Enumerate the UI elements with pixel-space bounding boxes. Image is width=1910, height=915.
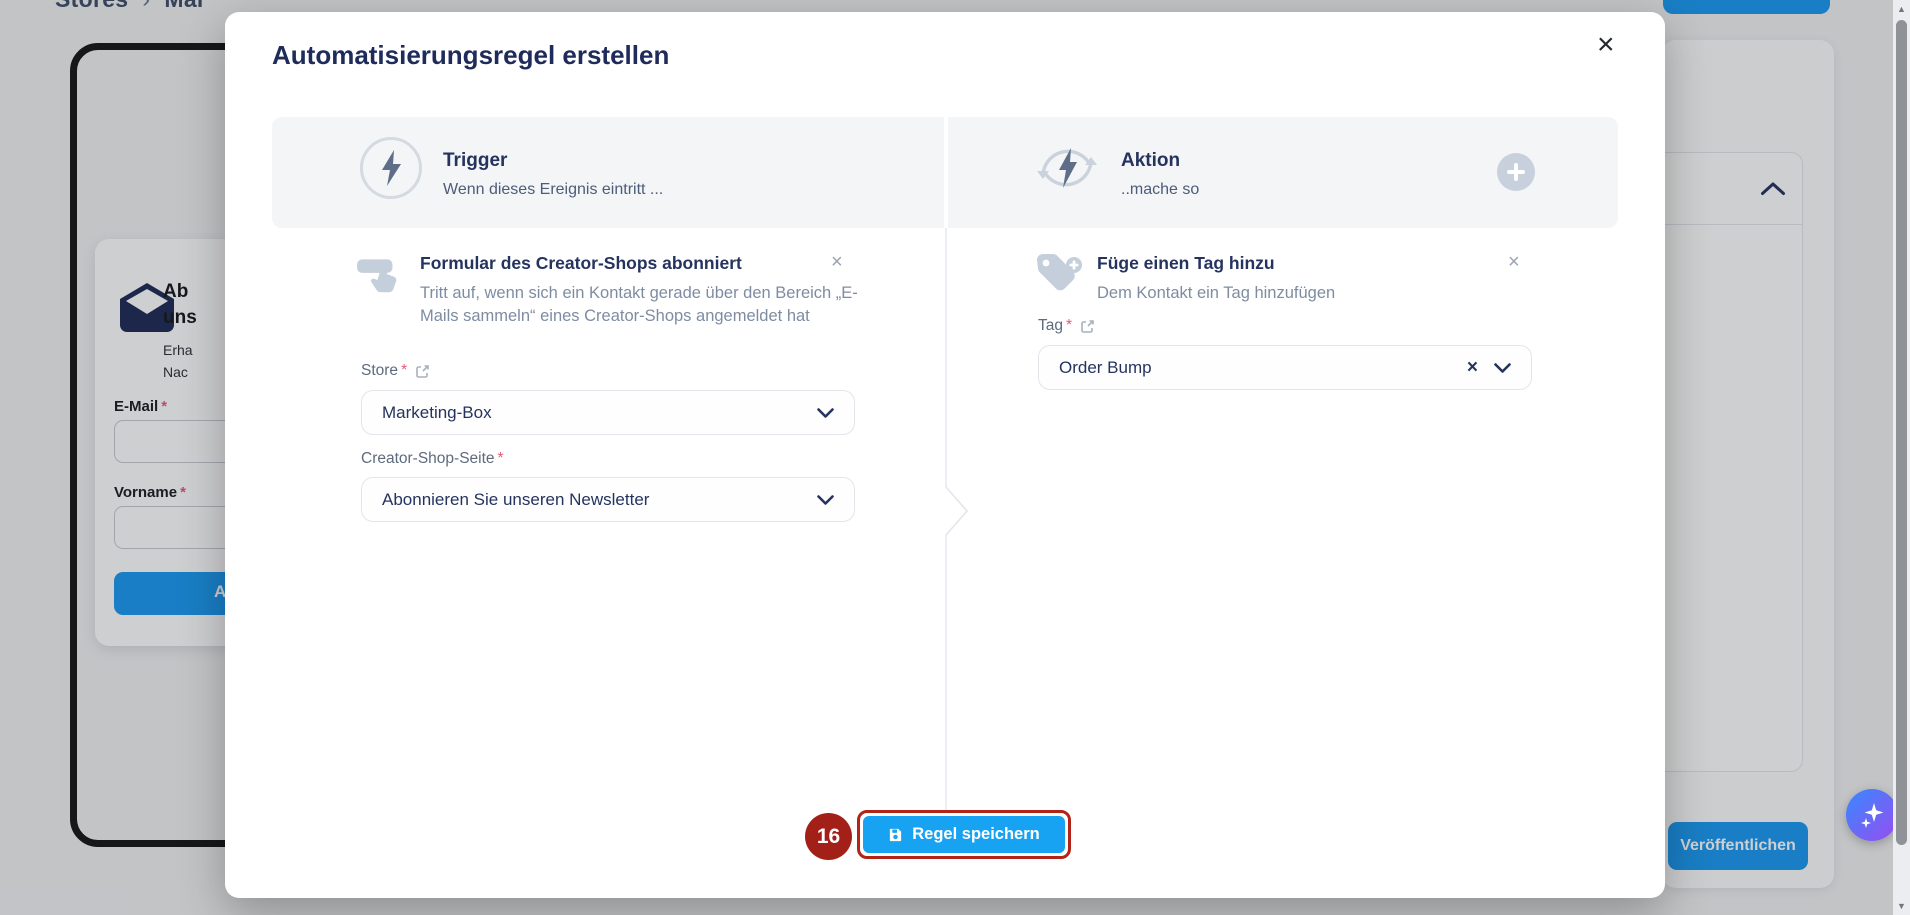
lightning-sync-icon	[1037, 148, 1097, 188]
tag-select-value: Order Bump	[1059, 357, 1152, 377]
creator-shop-page-label: Creator-Shop-Seite *	[361, 450, 504, 467]
create-automation-rule-dialog: Automatisierungsregel erstellen × Trigge…	[225, 12, 1665, 898]
newsletter-title: Ab uns	[163, 281, 197, 328]
sparkles-icon	[1861, 803, 1884, 828]
breadcrumb: Stores › Mar	[55, 0, 206, 13]
external-link-icon[interactable]	[415, 364, 430, 379]
add-action-button[interactable]	[1497, 153, 1535, 191]
publish-button[interactable]: Veröffentlichen	[1668, 822, 1808, 870]
creator-shop-page-select[interactable]: Abonnieren Sie unseren Newsletter	[361, 477, 855, 522]
chevron-down-icon	[1494, 362, 1511, 373]
lightning-icon	[382, 150, 401, 186]
ai-assistant-button[interactable]	[1846, 789, 1898, 841]
breadcrumb-item-current: Mar	[164, 0, 206, 12]
tag-label: Tag *	[1038, 317, 1095, 335]
remove-action-icon[interactable]: ×	[1508, 251, 1520, 273]
creator-shop-page-value: Abonnieren Sie unseren Newsletter	[382, 489, 650, 509]
firstname-label: Vorname *	[114, 484, 186, 501]
clear-tag-icon[interactable]: ×	[1466, 356, 1478, 378]
store-select-value: Marketing-Box	[382, 402, 492, 422]
store-label: Store *	[361, 362, 430, 380]
column-divider	[945, 228, 969, 838]
band-divider	[944, 117, 948, 228]
trigger-subheading: Wenn dieses Ereignis eintritt ...	[443, 181, 664, 198]
annotation-step-badge: 16	[805, 813, 852, 860]
remove-trigger-icon[interactable]: ×	[831, 251, 843, 273]
scroll-up-icon[interactable]: ▲	[1897, 4, 1906, 14]
store-select[interactable]: Marketing-Box	[361, 390, 855, 435]
breadcrumb-item-stores[interactable]: Stores	[55, 0, 128, 12]
form-subscribe-icon	[357, 259, 397, 293]
scroll-down-icon[interactable]: ▼	[1897, 901, 1906, 911]
trigger-card-title: Formular des Creator-Shops abonniert	[420, 253, 742, 273]
newsletter-subtitle: Erha Nac	[163, 342, 193, 380]
save-icon	[890, 828, 902, 842]
right-panel-section-header[interactable]	[1581, 153, 1802, 225]
action-card-title: Füge einen Tag hinzu	[1097, 253, 1275, 273]
chevron-down-icon	[817, 407, 834, 418]
save-rule-label: Regel speichern	[912, 825, 1040, 843]
action-circle	[1033, 134, 1101, 207]
close-icon[interactable]: ×	[1597, 28, 1615, 61]
chevron-up-icon[interactable]	[1760, 181, 1786, 196]
envelope-icon	[120, 283, 174, 332]
scrollbar[interactable]: ▲ ▼	[1893, 0, 1910, 915]
plus-icon	[1507, 163, 1525, 181]
dialog-title: Automatisierungsregel erstellen	[272, 40, 670, 70]
email-label: E-Mail *	[114, 398, 168, 415]
action-card-description: Dem Kontakt ein Tag hinzufügen	[1097, 284, 1336, 302]
trigger-circle	[360, 137, 422, 199]
scrollbar-thumb[interactable]	[1896, 20, 1907, 845]
add-tag-icon	[1037, 254, 1082, 291]
trigger-heading: Trigger	[443, 150, 508, 171]
top-right-button[interactable]	[1663, 0, 1830, 14]
save-rule-button[interactable]: Regel speichern	[863, 816, 1065, 853]
action-subheading: ..mache so	[1121, 181, 1200, 198]
breadcrumb-separator: ›	[142, 0, 150, 12]
trigger-card-description: Tritt auf, wenn sich ein Kontakt gerade …	[420, 284, 858, 325]
action-heading: Aktion	[1121, 150, 1181, 171]
annotation-highlight-box: Regel speichern	[857, 810, 1071, 859]
external-link-icon[interactable]	[1080, 319, 1095, 334]
tag-select[interactable]: Order Bump ×	[1038, 345, 1532, 390]
chevron-down-icon	[817, 494, 834, 505]
